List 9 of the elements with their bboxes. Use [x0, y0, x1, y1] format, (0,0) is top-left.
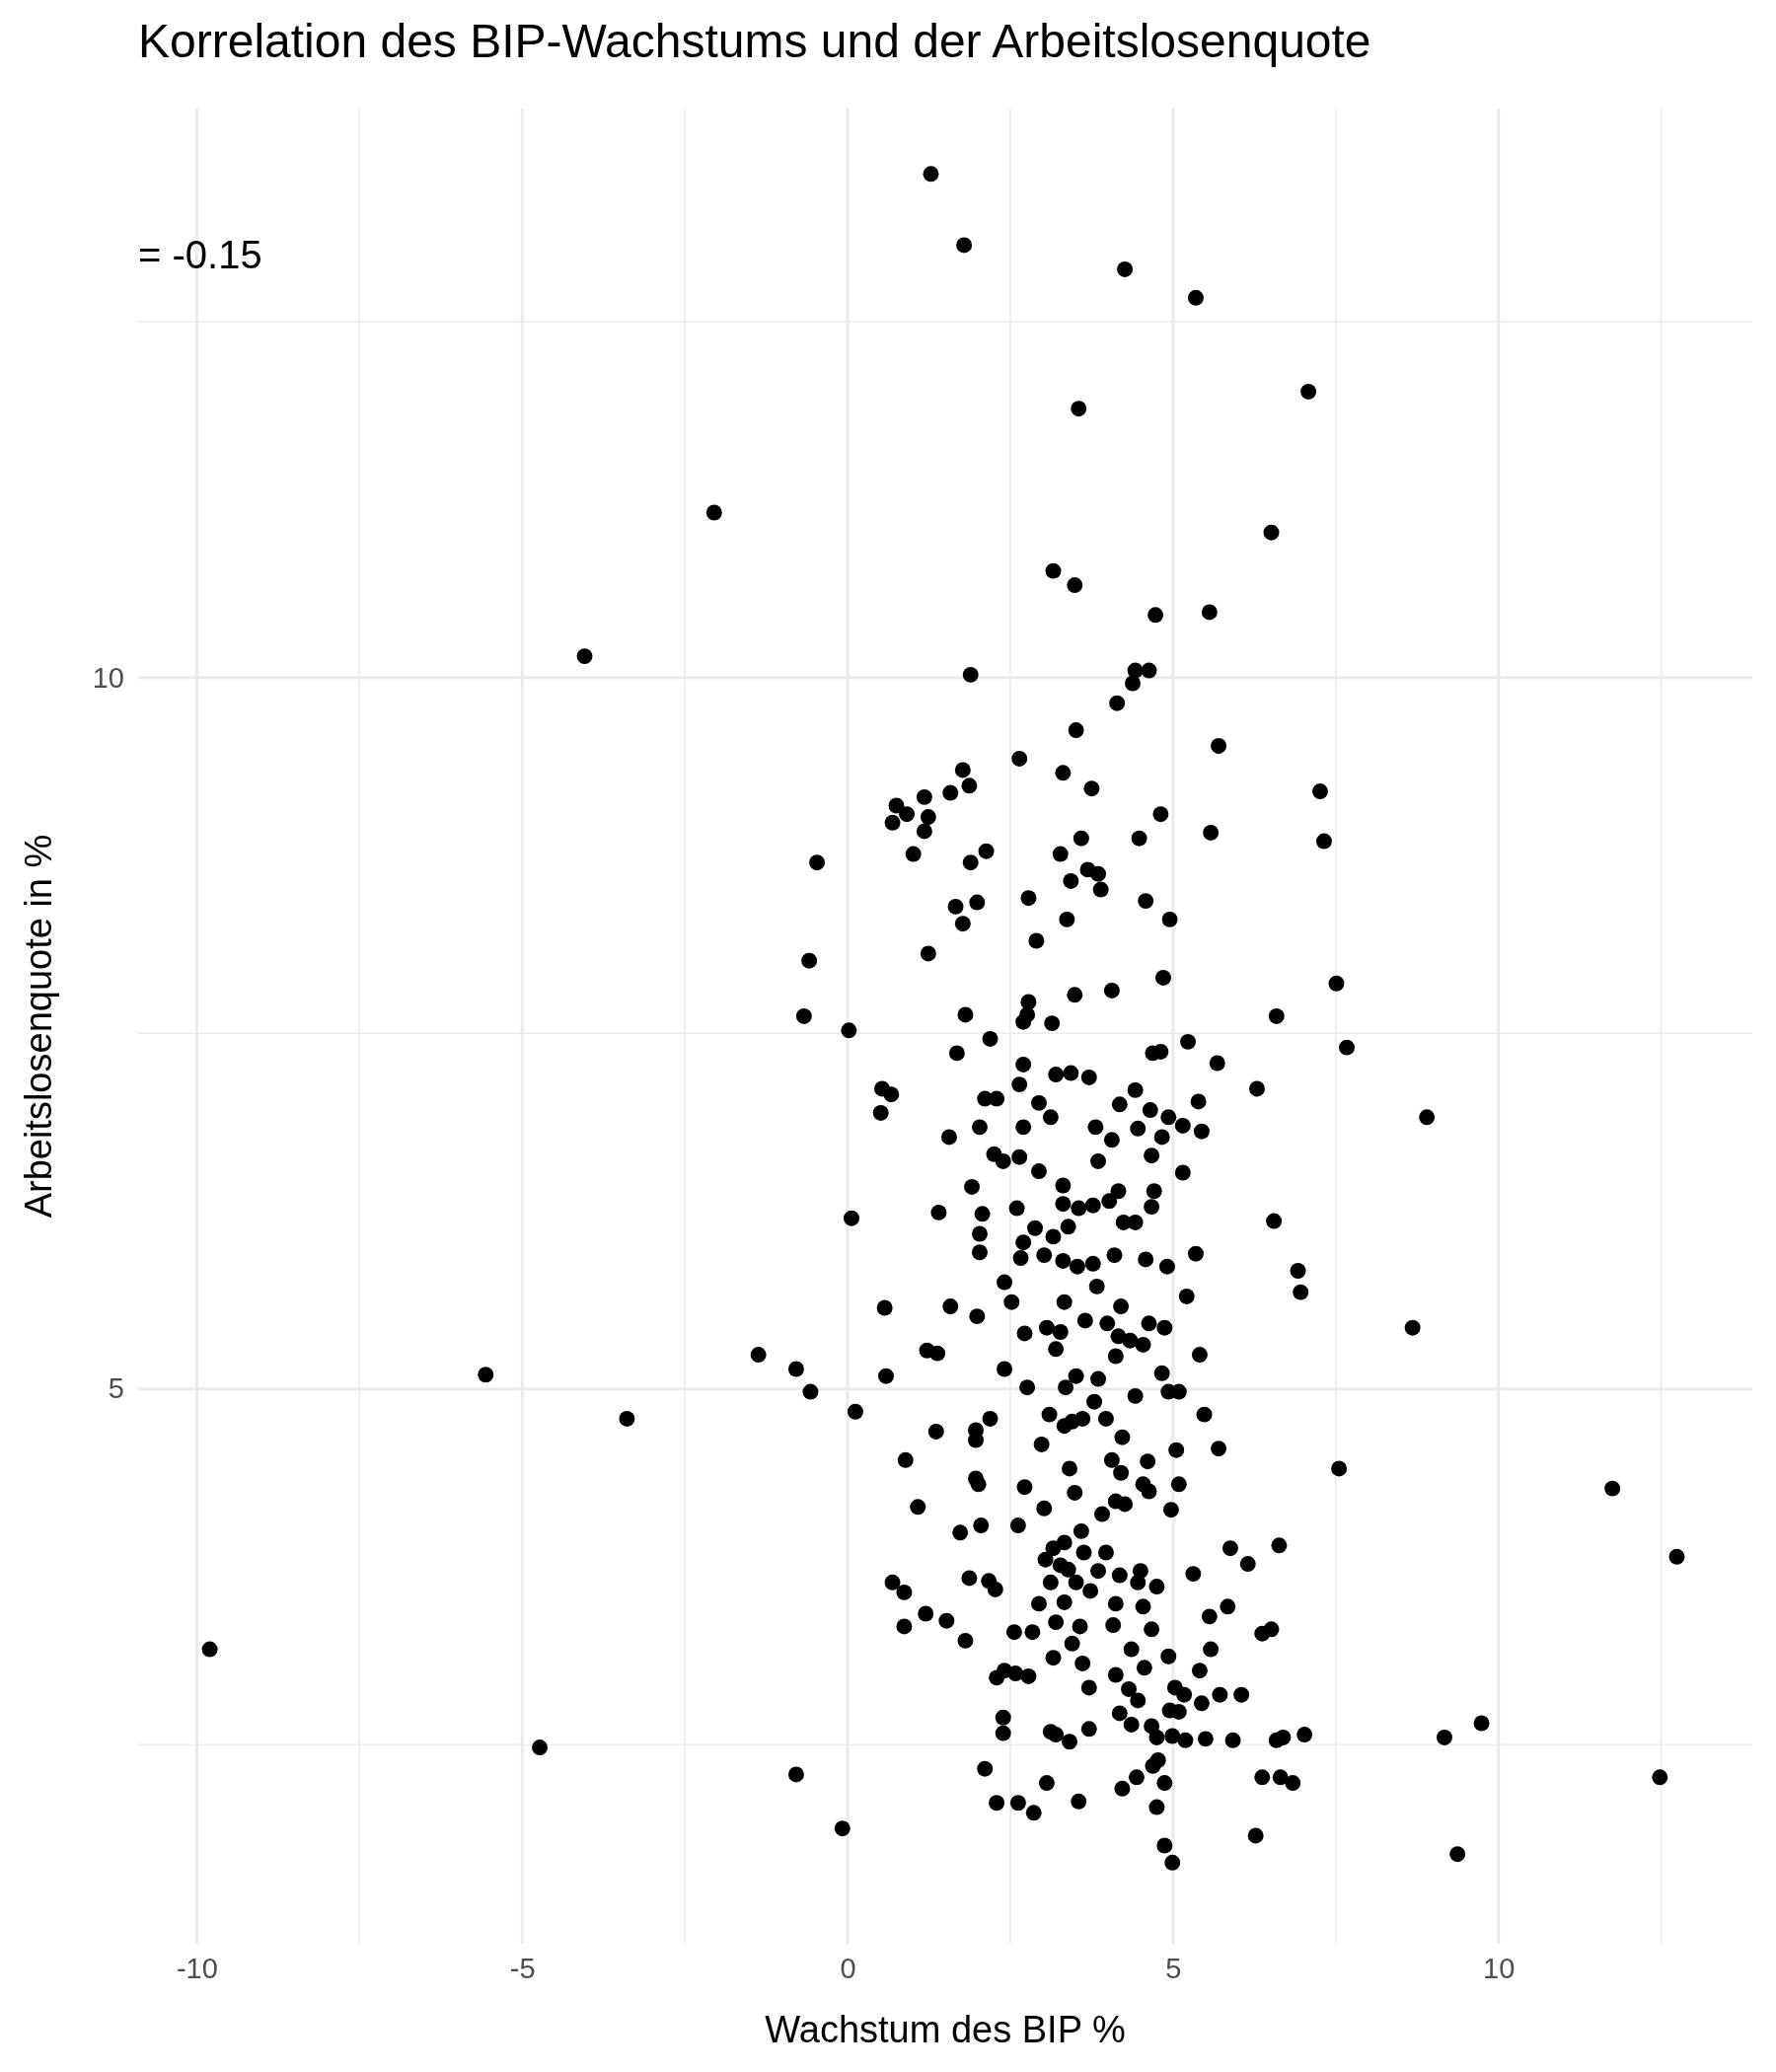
x-tick-label: 5	[1165, 1952, 1182, 1984]
y-axis-title: Arbeitslosenquote in %	[18, 834, 59, 1219]
chart-title: Korrelation des BIP-Wachstums und der Arbeitslosenquote	[138, 15, 1371, 67]
x-axis-title: Wachstum des BIP %	[765, 2009, 1126, 2050]
x-tick-label: -5	[509, 1952, 536, 1984]
x-tick-label: -10	[176, 1952, 218, 1984]
x-tick-label: 10	[1483, 1952, 1516, 1984]
annotation: = -0.15	[138, 233, 262, 276]
x-tick-label: 0	[840, 1952, 856, 1984]
